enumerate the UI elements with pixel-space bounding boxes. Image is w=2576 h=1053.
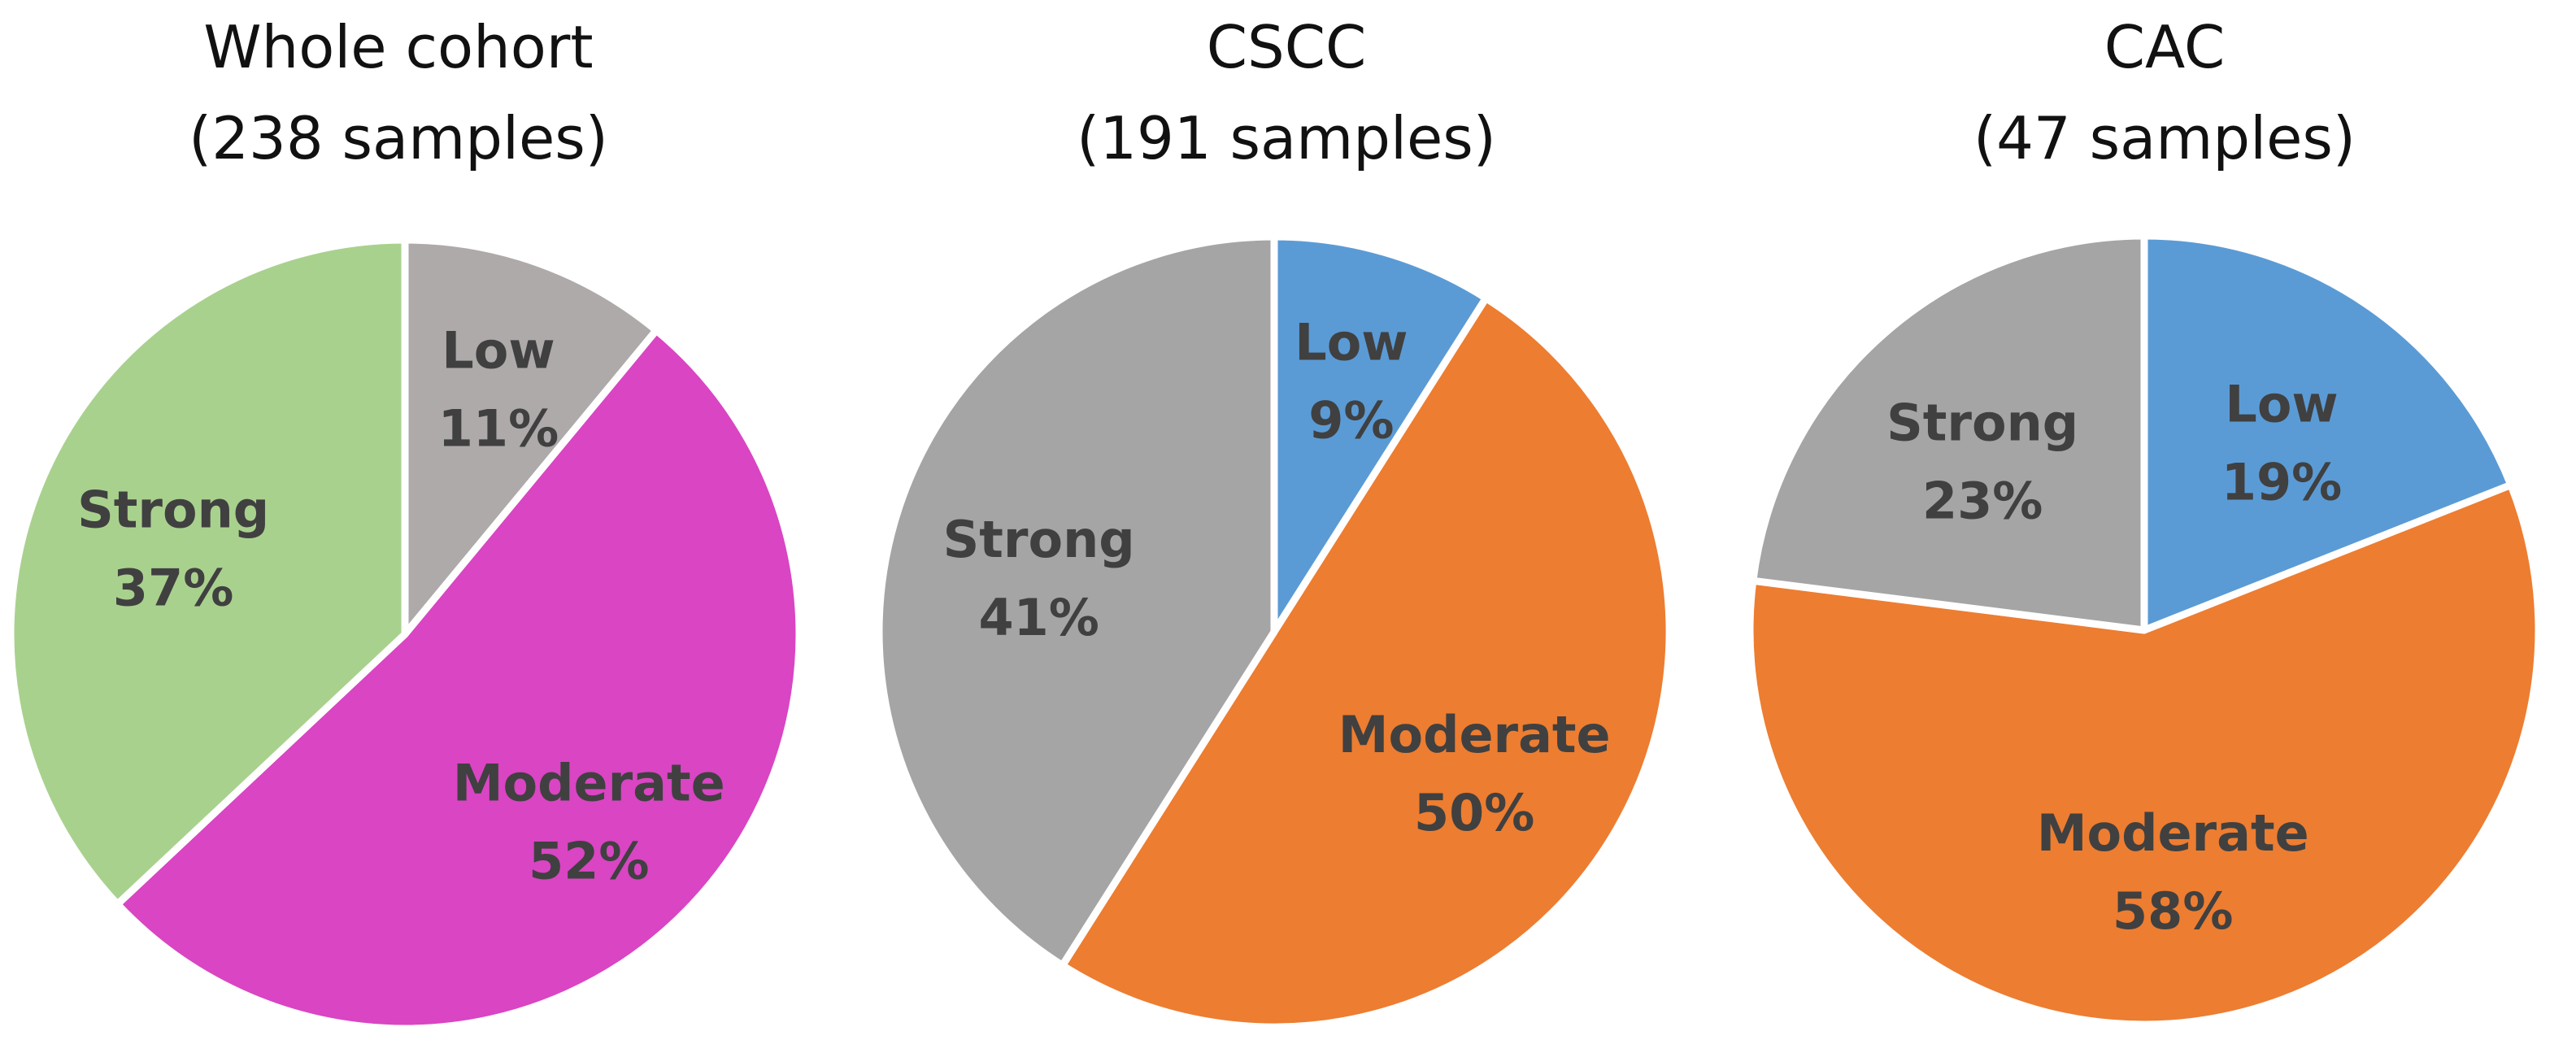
slice-label-moderate: Moderate 50% — [1338, 705, 1611, 842]
pie-slice-low — [401, 236, 660, 638]
slice-label-strong: Strong 23% — [1886, 393, 2078, 530]
pie-slice-low — [2140, 232, 2515, 634]
chart-subtitle: (47 samples) — [1973, 104, 2356, 172]
pie-slice-strong — [7, 236, 409, 908]
chart-subtitle: (191 samples) — [1077, 104, 1496, 172]
chart-title: Whole cohort — [203, 13, 593, 81]
pie-slice-low — [1270, 233, 1490, 636]
slice-label-moderate: Moderate 52% — [453, 753, 725, 890]
slice-label-low: Low 11% — [438, 321, 559, 459]
pie-chart-cac: CAC (47 samples) Low 19% Moderate 58% Strong… — [1746, 13, 2543, 1029]
slice-label-strong: Strong 37% — [77, 481, 269, 618]
pie-chart-cscc: CSCC (191 samples) Low 9% Moderate 50% Stron… — [875, 13, 1669, 1027]
slice-label-moderate: Moderate 58% — [2037, 803, 2309, 941]
slice-label-strong: Strong 41% — [943, 510, 1135, 647]
chart-title: CSCC — [1207, 13, 1367, 81]
slice-label-low: Low 19% — [2221, 374, 2342, 511]
chart-title: CAC — [2104, 13, 2226, 81]
pie-slice-moderate — [1063, 298, 1669, 1027]
pie-slice-strong — [1749, 232, 2148, 634]
pie-slice-strong — [875, 233, 1278, 969]
chart-subtitle: (238 samples) — [189, 104, 608, 172]
slice-label-low: Low 9% — [1295, 312, 1408, 450]
pie-slice-moderate — [113, 326, 803, 1033]
pie-chart-whole-cohort: Whole cohort (238 samples) Low 11% Moderat… — [7, 13, 803, 1033]
pie-slice-moderate — [1746, 481, 2543, 1029]
